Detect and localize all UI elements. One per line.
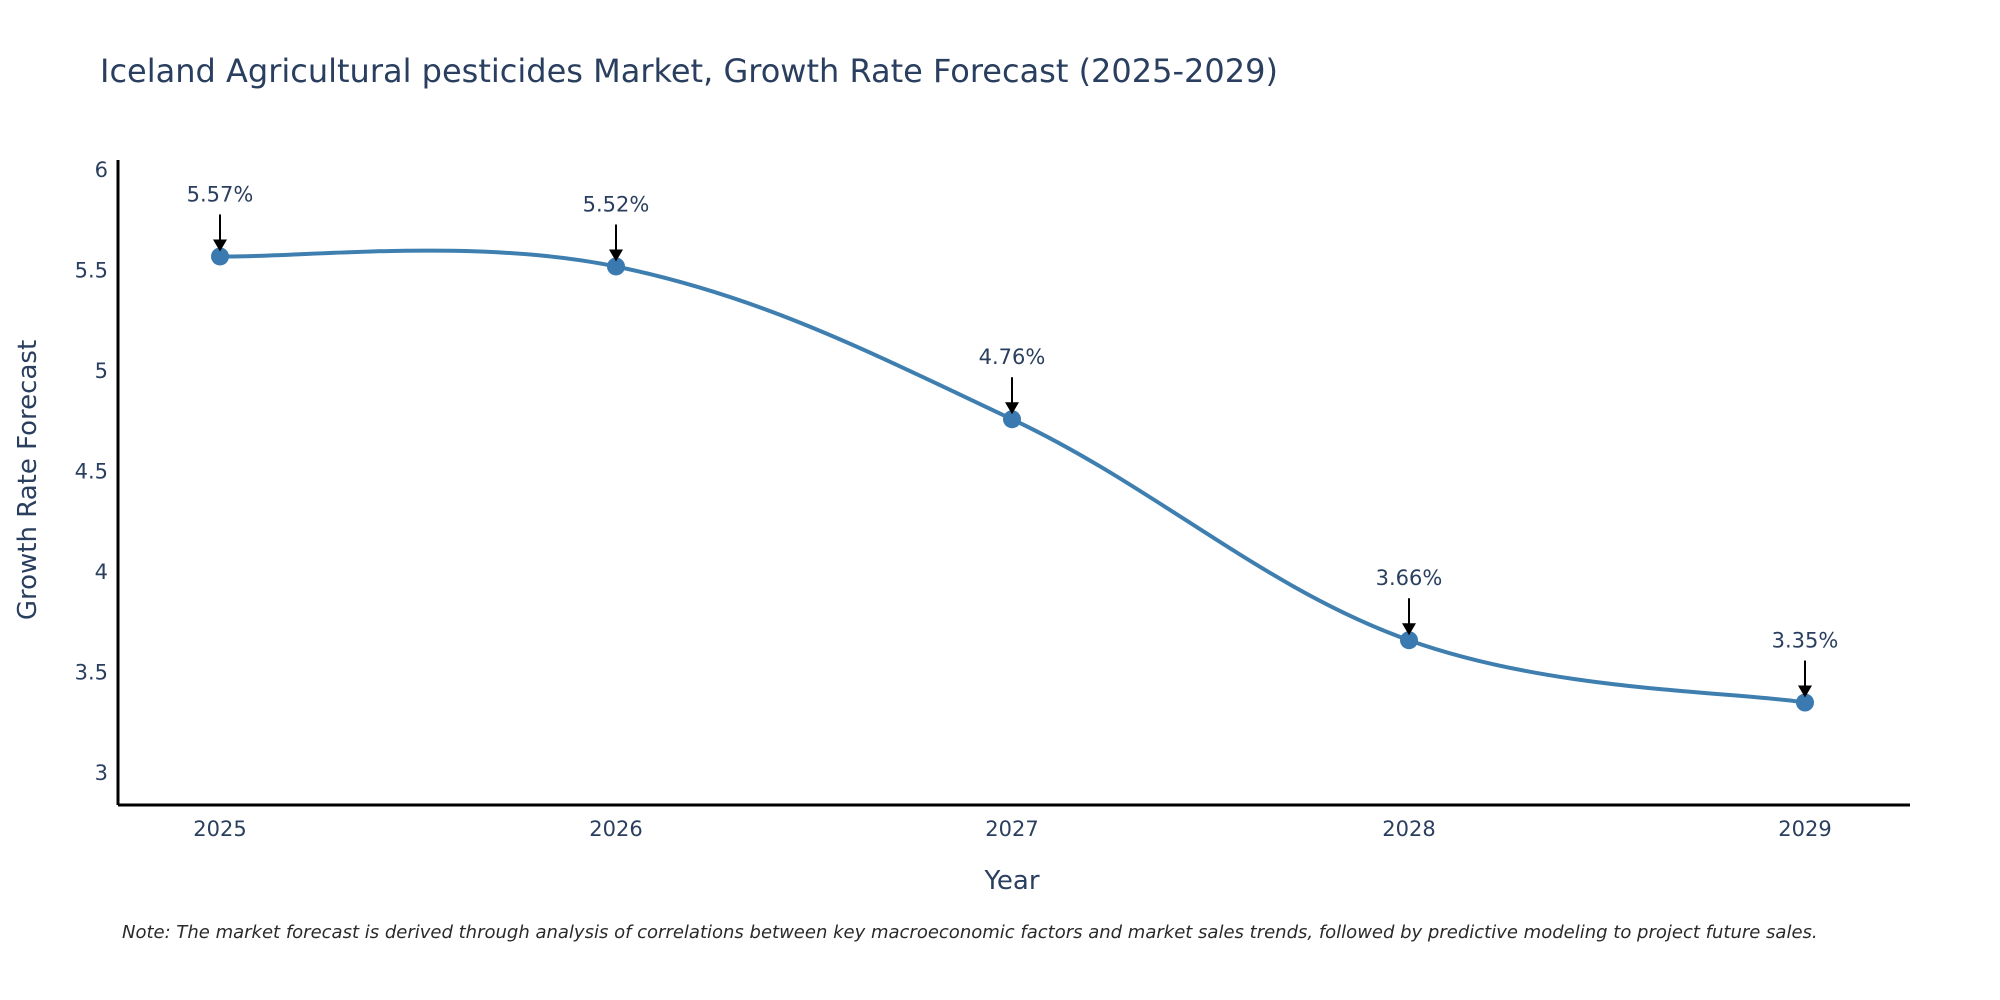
y-tick-label: 3.5 (75, 660, 108, 684)
x-tick-label: 2025 (193, 817, 246, 841)
data-point (607, 257, 625, 276)
y-tick-label: 5 (95, 359, 108, 383)
annotation-arrow-head (213, 239, 227, 252)
x-axis-ticks: 2025 2026 2027 2028 2029 (193, 817, 1831, 841)
annotation-arrow-head (609, 249, 623, 262)
x-tick-label: 2026 (589, 817, 642, 841)
x-tick-label: 2028 (1382, 817, 1435, 841)
data-label: 5.57% (187, 182, 254, 206)
chart-title: Iceland Agricultural pesticides Market, … (100, 52, 1278, 90)
series-line (219, 248, 1806, 705)
x-tick-label: 2027 (985, 817, 1038, 841)
y-tick-label: 4 (95, 560, 108, 584)
data-label-group: 3.66% (1376, 566, 1443, 636)
annotation-arrow-head (1402, 623, 1416, 636)
data-label: 4.76% (979, 345, 1046, 369)
y-tick-label: 4.5 (75, 459, 108, 483)
x-axis-title: Year (983, 866, 1039, 896)
data-label-group: 4.76% (979, 345, 1046, 415)
data-label-group: 5.52% (583, 192, 650, 262)
plot-area: 3 3.5 4 4.5 5 5.5 6 2025 2026 2027 2028 2029 5.57%… (75, 158, 1910, 841)
data-point (1400, 631, 1418, 650)
data-point (1003, 410, 1021, 429)
y-axis-ticks: 3 3.5 4 4.5 5 5.5 6 (75, 158, 108, 785)
x-tick-label: 2029 (1778, 817, 1831, 841)
y-axis-title: Growth Rate Forecast (13, 340, 43, 620)
y-tick-label: 6 (95, 158, 108, 182)
annotation-arrow-head (1798, 685, 1812, 698)
y-tick-label: 5.5 (75, 259, 108, 283)
data-label: 3.66% (1376, 566, 1443, 590)
chart-note: Note: The market forecast is derived thr… (122, 922, 1818, 943)
annotation-arrow-head (1005, 402, 1019, 415)
data-points (211, 247, 1814, 712)
data-point (1796, 693, 1814, 712)
data-label-group: 5.57% (187, 182, 254, 252)
y-tick-label: 3 (95, 761, 108, 785)
data-label: 5.52% (583, 192, 650, 216)
data-label: 3.35% (1772, 629, 1839, 653)
data-labels: 5.57% 5.52% 4.76% 3.66% 3.35% (187, 182, 1839, 698)
data-point (211, 247, 229, 266)
data-label-group: 3.35% (1772, 629, 1839, 698)
